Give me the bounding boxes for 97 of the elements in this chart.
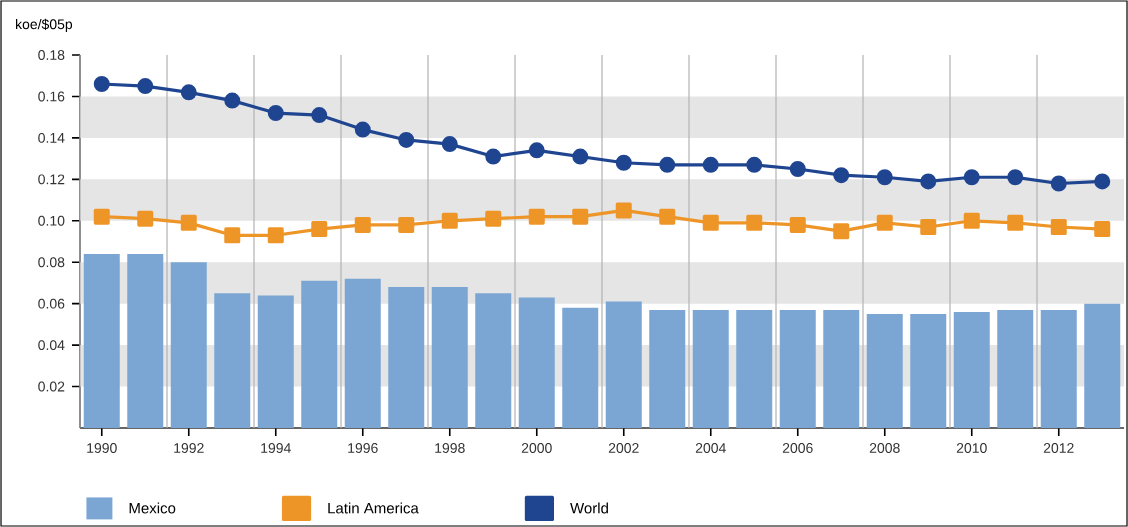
- point: [746, 156, 763, 173]
- point: [572, 208, 589, 225]
- point: [963, 169, 980, 186]
- point: [441, 136, 458, 153]
- x-tick-label: 2008: [869, 443, 900, 453]
- bar: [301, 280, 338, 428]
- point: [833, 167, 850, 184]
- bar: [257, 295, 294, 428]
- point: [398, 131, 415, 148]
- point: [789, 160, 806, 177]
- point: [180, 214, 197, 231]
- point: [398, 216, 415, 233]
- point: [572, 148, 589, 165]
- point: [615, 154, 632, 171]
- x-tick-label: 1992: [174, 443, 204, 453]
- x-tick-label: 1994: [261, 443, 291, 453]
- bar: [475, 293, 512, 428]
- point: [224, 227, 241, 244]
- point: [833, 223, 850, 240]
- point: [789, 216, 806, 233]
- legend-label: Mexico: [129, 502, 176, 514]
- point: [876, 214, 893, 231]
- y-tick-label: 0.12: [38, 174, 65, 185]
- point: [267, 227, 284, 244]
- point: [1007, 214, 1024, 231]
- point: [1094, 173, 1111, 190]
- point: [354, 216, 371, 233]
- bar: [214, 293, 251, 428]
- bar: [344, 278, 381, 428]
- bar: [518, 297, 555, 428]
- bar: [866, 314, 903, 428]
- point: [267, 105, 284, 122]
- y-tick-label: 0.16: [38, 91, 65, 102]
- x-tick-label: 2010: [956, 443, 987, 453]
- point: [702, 156, 719, 173]
- point: [1050, 218, 1067, 235]
- point: [485, 210, 502, 227]
- y-tick-label: 0.04: [38, 340, 65, 351]
- point: [1094, 221, 1111, 238]
- y-tick-label: 0.10: [38, 215, 65, 226]
- bar: [649, 309, 686, 428]
- x-tick-label: 1996: [348, 443, 378, 453]
- point: [224, 92, 241, 109]
- x-tick-label: 2012: [1043, 443, 1074, 453]
- point: [746, 214, 763, 231]
- point: [137, 210, 154, 227]
- x-tick-label: 1998: [435, 443, 465, 453]
- bar: [431, 287, 468, 428]
- point: [963, 212, 980, 229]
- bar: [692, 309, 729, 428]
- point: [311, 221, 328, 238]
- point: [1007, 169, 1024, 186]
- y-tick-label: 0.08: [38, 257, 65, 268]
- point: [615, 202, 632, 219]
- point: [920, 218, 937, 235]
- point: [93, 76, 110, 93]
- bar: [605, 301, 642, 428]
- y-axis-title: koe/$05p: [16, 18, 73, 32]
- bar: [910, 314, 947, 428]
- point: [528, 208, 545, 225]
- y-tick-label: 0.06: [38, 298, 65, 309]
- point: [354, 121, 371, 138]
- bar: [997, 309, 1034, 428]
- x-tick-label: 2006: [782, 443, 813, 453]
- bar: [953, 311, 990, 428]
- x-tick-label: 2000: [521, 443, 552, 453]
- point: [1050, 175, 1067, 192]
- bar: [823, 309, 860, 428]
- point: [659, 208, 676, 225]
- bar: [83, 253, 120, 428]
- bar: [388, 287, 425, 428]
- point: [137, 78, 154, 95]
- point: [441, 212, 458, 229]
- x-tick-label: 2004: [695, 443, 726, 453]
- bar: [779, 309, 816, 428]
- bar: [1084, 303, 1121, 428]
- point: [180, 84, 197, 101]
- y-tick-label: 0.14: [38, 132, 65, 143]
- point: [702, 214, 719, 231]
- legend-label: World: [570, 502, 608, 514]
- point: [876, 169, 893, 186]
- point: [485, 148, 502, 165]
- bar: [1040, 309, 1077, 428]
- bar: [736, 309, 773, 428]
- x-tick-label: 1990: [87, 443, 117, 453]
- point: [528, 142, 545, 159]
- point: [311, 107, 328, 124]
- y-tick-label: 0.18: [38, 50, 65, 60]
- y-tick-label: 0.02: [38, 381, 65, 392]
- point: [659, 156, 676, 173]
- point: [920, 173, 937, 190]
- bar: [562, 307, 599, 428]
- point: [93, 208, 110, 225]
- legend-label: Latin America: [328, 502, 419, 514]
- bar: [170, 262, 207, 428]
- bar: [127, 253, 164, 428]
- x-tick-label: 2002: [608, 443, 639, 453]
